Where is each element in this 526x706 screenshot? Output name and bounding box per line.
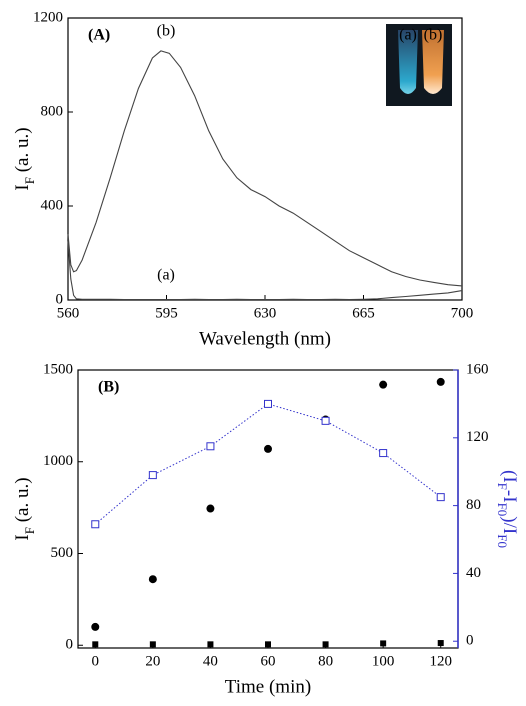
plot-frame	[77, 369, 459, 649]
x-tick-label: 40	[203, 653, 218, 669]
point	[380, 640, 387, 647]
y-tick-label: 1000	[43, 453, 73, 469]
y-tick-label: 1500	[43, 361, 73, 377]
point	[91, 520, 100, 529]
label-part: F0	[495, 534, 510, 548]
inset-label: (a)	[399, 27, 417, 44]
point	[92, 641, 99, 648]
point	[265, 641, 271, 648]
x-tick-label: 665	[352, 305, 375, 321]
series-name: (a)	[157, 267, 175, 284]
point	[437, 640, 444, 647]
x-tick-label: 60	[261, 653, 276, 669]
x-tick-label: 560	[57, 305, 80, 321]
series-name: (b)	[157, 23, 176, 40]
label-part: I	[12, 534, 33, 540]
y-axis-label: IF (a. u.)	[12, 477, 37, 540]
series-line	[67, 50, 463, 287]
y-tick-label: 500	[51, 545, 74, 561]
panel-label: (A)	[88, 27, 110, 44]
y2-tick-label: 40	[466, 565, 481, 581]
point	[436, 377, 445, 386]
y-axis-label: IF (a. u.)	[12, 127, 37, 190]
x-axis-label: Wavelength (nm)	[199, 328, 331, 349]
y2-tick-label: 160	[466, 361, 489, 377]
label-part: F	[22, 177, 37, 184]
point	[264, 444, 272, 453]
label-part: I	[12, 184, 33, 190]
label-part: -I	[499, 490, 520, 503]
label-part: (a. u.)	[12, 127, 33, 177]
y-tick-label: 0	[66, 637, 74, 653]
x-tick-label: 630	[254, 305, 277, 321]
label-part: F	[22, 527, 37, 534]
x-tick-label: 120	[429, 653, 452, 669]
label-part: F0	[495, 503, 510, 517]
point	[322, 641, 329, 648]
label-part: (I	[499, 470, 520, 483]
x-tick-label: 80	[318, 653, 333, 669]
x-tick-label: 20	[145, 653, 160, 669]
point	[207, 641, 214, 648]
point	[379, 449, 388, 458]
x-tick-label: 100	[372, 653, 395, 669]
point	[321, 416, 330, 425]
series-line	[67, 241, 463, 301]
y-tick-label: 800	[41, 103, 64, 119]
y2-axis-label: (IF-IF0)/IF0	[495, 470, 520, 548]
x-tick-label: 700	[451, 305, 474, 321]
label-part: )/I	[499, 516, 520, 534]
y2-tick-label: 80	[466, 497, 481, 513]
point	[206, 504, 215, 513]
point	[149, 641, 156, 648]
panel-label: (B)	[98, 379, 119, 396]
y2-tick-label: 120	[466, 429, 489, 445]
y-tick-label: 400	[41, 197, 64, 213]
point	[148, 575, 157, 584]
point	[206, 442, 215, 451]
label-part: (a. u.)	[12, 477, 33, 527]
inset-photo	[386, 24, 452, 106]
label-part: F	[495, 483, 510, 490]
series-line	[94, 403, 442, 525]
y2-tick-label: 0	[466, 633, 474, 649]
y-tick-label: 0	[56, 291, 64, 307]
point	[379, 380, 388, 389]
point	[91, 622, 100, 631]
point	[264, 399, 272, 408]
x-tick-label: 595	[155, 305, 178, 321]
x-axis-label: Time (min)	[225, 676, 311, 697]
point	[436, 493, 445, 502]
point	[148, 471, 157, 480]
x-tick-label: 0	[92, 653, 100, 669]
y-tick-label: 1200	[33, 9, 63, 25]
inset-label: (b)	[424, 27, 443, 44]
